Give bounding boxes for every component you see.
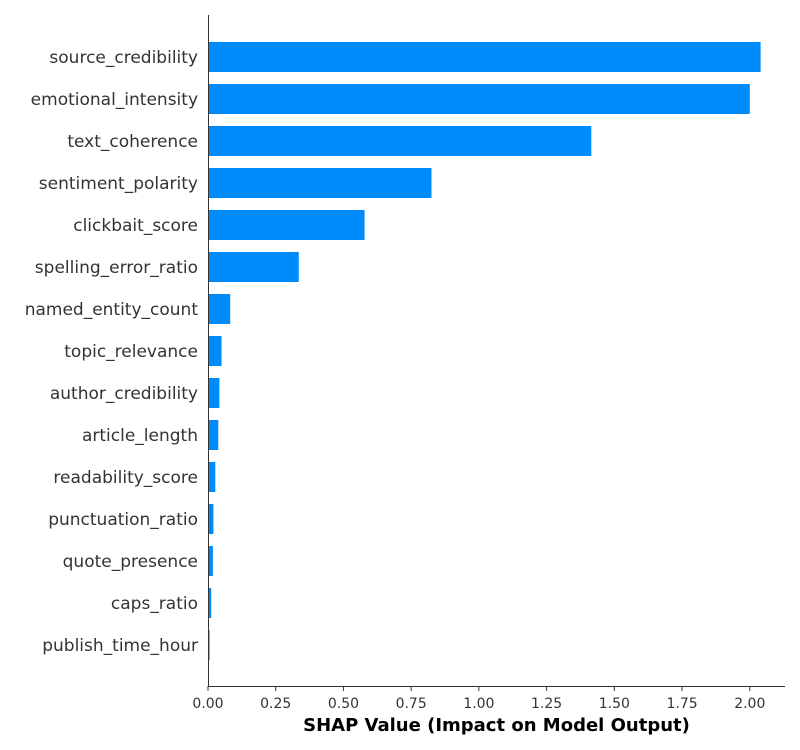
bar-source-credibility — [208, 42, 761, 72]
category-label-topic-relevance: topic_relevance — [64, 342, 198, 362]
bar-clickbait-score — [208, 210, 365, 240]
category-labels-group: source_credibility emotional_intensitytex… — [25, 48, 199, 656]
x-tick-label: 0.75 — [396, 696, 427, 712]
bar-text-coherence — [208, 126, 592, 156]
x-tick-label: 1.25 — [531, 696, 562, 712]
category-label-spelling-error-ratio: spelling_error_ratio — [35, 258, 198, 278]
x-ticks-group: 0.00 0.25 0.50 0.75 1.00 1.25 1.50 1.75 2.00 — [192, 686, 765, 712]
x-axis-title: SHAP Value (Impact on Model Output) — [303, 715, 690, 736]
x-tick-label: 2.00 — [734, 696, 765, 712]
bar-topic-relevance — [208, 336, 222, 366]
bar-sentiment-polarity — [208, 168, 432, 198]
bar-emotional-intensity — [208, 84, 750, 114]
category-label-text-coherence: text_coherence — [67, 132, 198, 152]
category-label-publish-time-hour: publish_time_hour — [42, 636, 198, 656]
bar-punctuation-ratio — [208, 504, 214, 534]
category-label-author-credibility: author_credibility — [50, 384, 198, 404]
bar-caps-ratio — [208, 588, 212, 618]
bar-article-length — [208, 420, 219, 450]
category-label-named-entity-count: named_entity_count — [25, 300, 199, 320]
bar-spelling-error-ratio — [208, 252, 299, 282]
category-label-caps-ratio: caps_ratio — [111, 594, 198, 614]
x-tick-label: 0.25 — [260, 696, 291, 712]
x-tick-label: 1.75 — [666, 696, 697, 712]
x-tick-label: 0.00 — [192, 696, 223, 712]
x-tick-label: 1.50 — [599, 696, 630, 712]
category-label-emotional-intensity: emotional_intensity — [31, 90, 198, 110]
category-label-quote-presence: quote_presence — [63, 552, 198, 572]
category-label-article-length: article_length — [82, 426, 198, 446]
category-label-punctuation-ratio: punctuation_ratio — [48, 510, 198, 530]
bar-named-entity-count — [208, 294, 231, 324]
category-label-source-credibility: source_credibility — [49, 48, 198, 68]
bar-author-credibility — [208, 378, 220, 408]
bars-group — [208, 42, 761, 660]
x-tick-label: 1.00 — [463, 696, 494, 712]
x-tick-label: 0.50 — [328, 696, 359, 712]
category-label-readability-score: readability_score — [53, 468, 198, 488]
category-label-sentiment-polarity: sentiment_polarity — [39, 174, 198, 194]
bar-quote-presence — [208, 546, 213, 576]
category-label-clickbait-score: clickbait_score — [73, 216, 198, 236]
bar-readability-score — [208, 462, 216, 492]
